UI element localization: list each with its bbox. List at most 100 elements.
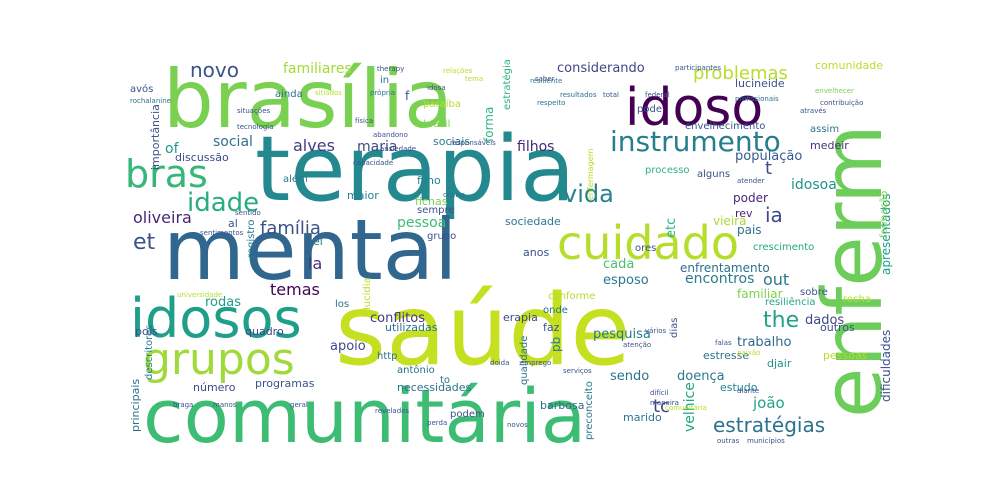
word: estratégia	[502, 60, 513, 110]
word: vida	[563, 180, 614, 208]
word: to	[440, 375, 451, 386]
word: encontros	[685, 271, 755, 287]
word: cada	[603, 257, 635, 272]
word: pb	[549, 336, 563, 352]
word: ansiedade	[380, 145, 417, 153]
word: manos	[213, 401, 237, 409]
word-cloud: saúde terapia comunitária brasília menta…	[125, 60, 900, 450]
word: maneira	[650, 399, 679, 407]
word: física	[355, 117, 374, 125]
word: sociedade	[505, 215, 561, 228]
word: idosos	[130, 287, 302, 350]
word: ainda	[275, 89, 303, 100]
word: sentimentos	[200, 229, 244, 237]
word: sociais	[433, 135, 471, 148]
word: contribuição	[820, 99, 864, 107]
word: enfermagem	[586, 148, 595, 200]
word: família	[260, 218, 321, 239]
word: oliveira	[133, 208, 192, 227]
word: out	[763, 270, 790, 289]
word: onde	[543, 305, 568, 316]
word: joão	[753, 394, 785, 412]
word: saber	[535, 75, 555, 83]
word: formação	[879, 190, 890, 238]
word: ores	[635, 243, 657, 254]
word: população	[735, 149, 803, 164]
word: resultados	[560, 91, 597, 99]
word: al	[228, 217, 238, 230]
word: outras	[717, 437, 740, 445]
word: resiliência	[765, 297, 816, 308]
word: total	[603, 91, 620, 99]
word: registro	[246, 219, 257, 258]
word: além	[283, 174, 308, 185]
word: saúde	[335, 274, 631, 388]
word: et	[133, 230, 156, 255]
word: ocorra	[443, 191, 466, 199]
word: familiares	[283, 61, 352, 77]
word: maria	[357, 139, 398, 155]
word: através	[800, 107, 827, 115]
word: dias	[669, 317, 680, 338]
word: tecnologia	[237, 123, 274, 131]
word: ei	[313, 235, 323, 248]
word: discussão	[175, 151, 229, 164]
word: vários	[645, 327, 667, 335]
word: profissionais	[735, 95, 779, 103]
word: grupo	[427, 231, 457, 242]
word: novos	[507, 421, 528, 429]
word: pode	[637, 104, 662, 115]
word: sobre	[800, 287, 828, 298]
word: sempre	[417, 205, 455, 216]
word: comunidade	[815, 60, 883, 72]
word: lucineide	[735, 77, 785, 90]
word: rocha	[843, 294, 871, 305]
word: situações	[237, 107, 271, 115]
word: principais	[129, 378, 142, 432]
word: paraíba	[423, 99, 461, 110]
word: perda	[427, 419, 448, 427]
word: capacidade	[353, 159, 394, 167]
word: esposo	[603, 273, 649, 288]
word: mental	[163, 201, 458, 299]
word: marido	[623, 411, 662, 424]
word: idoso	[625, 78, 764, 138]
word: número	[193, 381, 236, 394]
word: fichas	[415, 195, 448, 208]
word: grupos	[143, 334, 295, 385]
word: comunitária	[665, 404, 707, 412]
word: http	[377, 351, 398, 362]
word: f	[405, 89, 410, 103]
word: ia	[765, 203, 783, 227]
word: novo	[190, 60, 239, 82]
word: pesquisa	[593, 327, 651, 342]
word: paixão	[737, 349, 761, 357]
word: sitiados	[315, 89, 342, 97]
word: avós	[130, 84, 154, 95]
word: etc	[664, 217, 679, 238]
word: idosoa	[791, 177, 837, 193]
word: serviços	[563, 367, 592, 375]
word: barbosa	[540, 399, 585, 412]
word: própria	[370, 89, 396, 97]
word: outros	[820, 321, 855, 334]
word: falas	[715, 339, 732, 347]
word: emprego	[520, 359, 552, 367]
word: respeito	[537, 99, 566, 107]
word: problemas	[693, 63, 788, 84]
word: responsáveis	[450, 139, 496, 147]
word: enfrentamento	[680, 261, 770, 275]
word: doida	[490, 359, 510, 367]
word: crescimento	[753, 242, 815, 253]
word: in	[380, 75, 390, 86]
word: pessoa	[397, 215, 447, 231]
word: alguns	[697, 169, 731, 180]
word: assim	[810, 124, 840, 135]
word: sendo	[610, 369, 650, 384]
word: comunitária	[143, 374, 587, 450]
word: medeir	[810, 139, 849, 152]
word: la	[308, 254, 323, 273]
word: anos	[523, 246, 550, 259]
word: geral	[290, 401, 308, 409]
word: filhos	[517, 139, 555, 155]
